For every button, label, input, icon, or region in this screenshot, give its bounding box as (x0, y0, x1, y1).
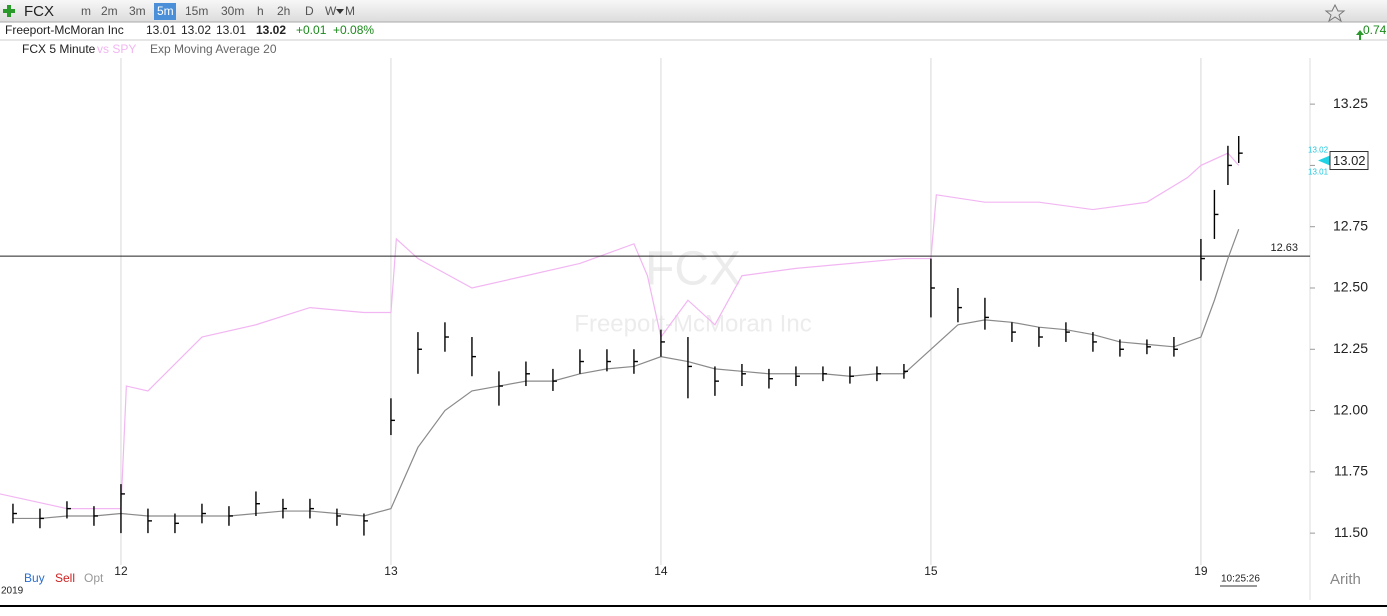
add-icon[interactable] (3, 5, 15, 17)
y-tick-label: 11.75 (1334, 463, 1368, 479)
legend-symbol[interactable]: FCX 5 Minute (22, 42, 96, 56)
x-tick-label: 14 (654, 564, 668, 578)
x-tick-label: 15 (924, 564, 938, 578)
compare-line (0, 152, 1240, 510)
y-tick-label: 12.00 (1333, 401, 1368, 417)
interval-button[interactable]: 15m (185, 4, 208, 18)
quote-value: 13.01 (216, 23, 246, 37)
time-label: 10:25:26 (1221, 574, 1260, 585)
star-icon[interactable] (1324, 3, 1346, 23)
change: +0.01 (296, 23, 327, 37)
sell-button[interactable]: Sell (55, 571, 75, 585)
interval-button[interactable]: 2h (277, 4, 290, 18)
interval-button[interactable]: 30m (221, 4, 244, 18)
interval-button[interactable]: 2m (101, 4, 118, 18)
watermark-name: Freeport-McMoran Inc (574, 310, 811, 337)
right-value: 0.74 (1363, 23, 1387, 37)
last-price-pointer (1318, 155, 1330, 166)
change-pct: +0.08% (333, 23, 374, 37)
interval-button[interactable]: 3m (129, 4, 146, 18)
interval-button[interactable]: D (305, 4, 314, 18)
y-tick-label: 12.75 (1333, 217, 1368, 233)
dropdown-icon[interactable] (336, 9, 344, 14)
interval-button[interactable]: W (325, 4, 337, 18)
company-name: Freeport-McMoran Inc (5, 23, 124, 37)
last-price: 13.02 (256, 23, 286, 37)
y-tick-label: 11.50 (1334, 524, 1368, 540)
y-tick-label: 12.25 (1333, 340, 1368, 356)
interval-button[interactable]: M (345, 4, 355, 18)
symbol: FCX (24, 3, 54, 20)
interval-button[interactable]: m (81, 4, 91, 18)
ask-label: 13.02 (1308, 146, 1329, 155)
toolbar (0, 0, 1387, 22)
legend-ema[interactable]: Exp Moving Average 20 (150, 42, 277, 56)
last-price-box (1329, 151, 1369, 171)
ema-line (12, 228, 1240, 520)
interval-active (154, 3, 176, 20)
quote-value: 13.01 (146, 23, 176, 37)
year-label: 2019 (1, 586, 24, 597)
y-tick-label: 12.50 (1333, 279, 1368, 295)
x-tick-label: 12 (114, 564, 128, 578)
last-price-label: 13.02 (1333, 153, 1366, 168)
bid-label: 13.01 (1308, 168, 1329, 177)
interval-button[interactable]: 5m (157, 4, 174, 18)
watermark-symbol: FCX (645, 243, 741, 296)
opt-button[interactable]: Opt (84, 571, 104, 585)
x-tick-label: 19 (1194, 564, 1208, 578)
legend-compare[interactable]: vs SPY (97, 42, 136, 56)
y-tick-label: 13.25 (1333, 95, 1368, 111)
buy-button[interactable]: Buy (24, 571, 45, 585)
scale-mode[interactable]: Arith (1330, 571, 1361, 588)
interval-button[interactable]: h (257, 4, 264, 18)
up-arrow (1356, 30, 1364, 40)
x-tick-label: 13 (384, 564, 398, 578)
quote-value: 13.02 (181, 23, 211, 37)
level-label: 12.63 (1270, 242, 1298, 254)
